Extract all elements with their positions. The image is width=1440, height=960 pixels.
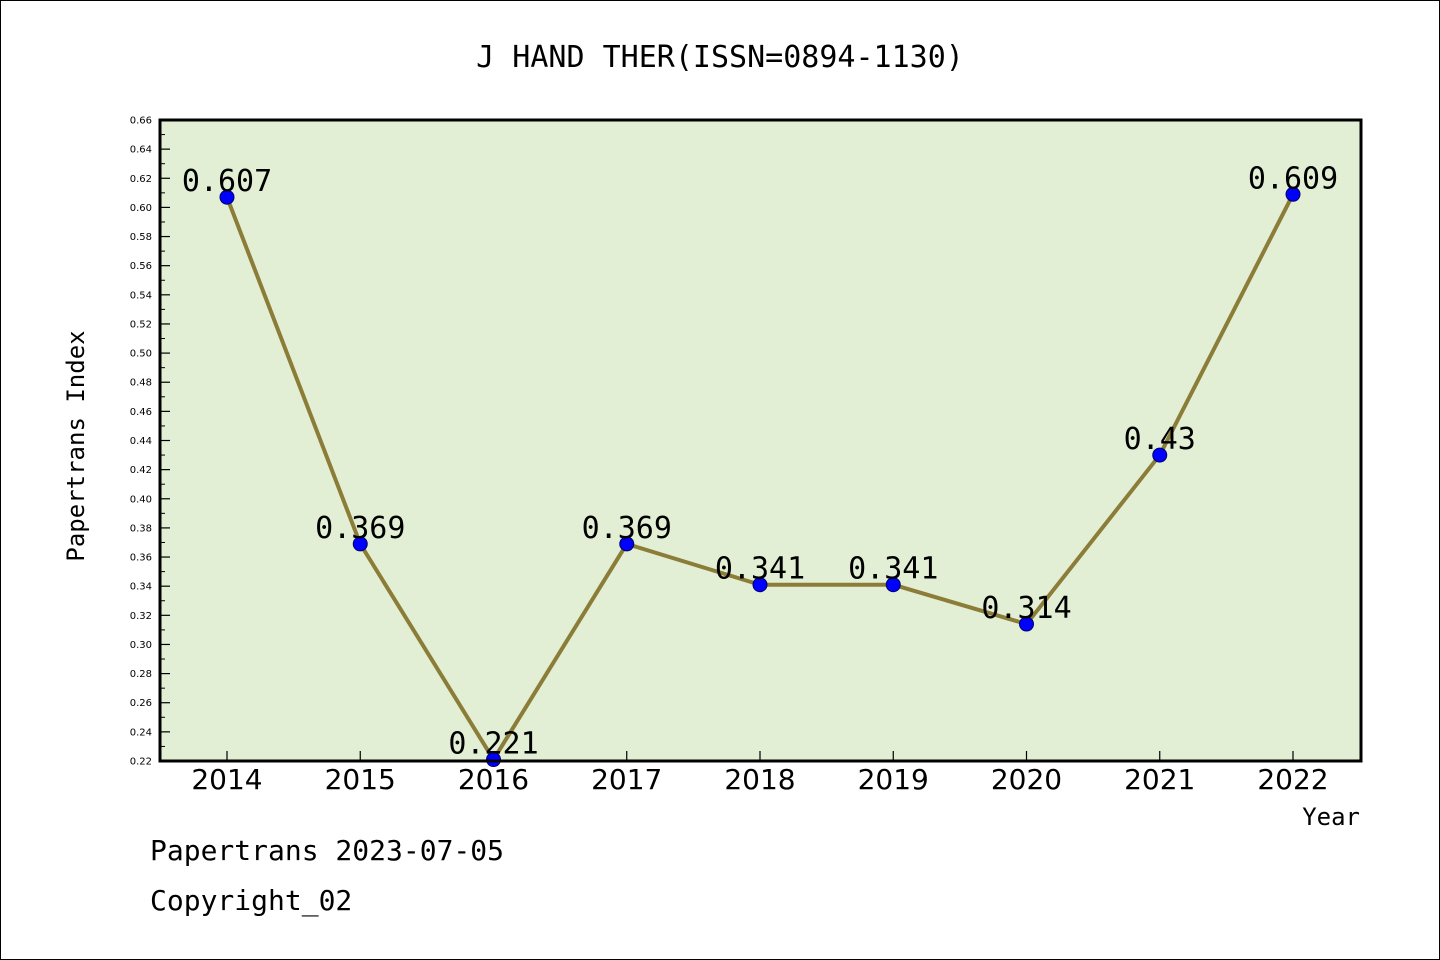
y-tick-label: 0.38: [130, 523, 152, 534]
y-tick-label: 0.30: [130, 640, 152, 651]
plot-area: [160, 120, 1361, 761]
data-label: 0.369: [582, 511, 672, 546]
y-tick-label: 0.26: [130, 698, 152, 709]
y-tick-label: 0.62: [130, 174, 152, 185]
y-tick-label: 0.50: [130, 349, 152, 360]
x-tick-label: 2014: [191, 763, 262, 796]
y-tick-label: 0.32: [130, 611, 152, 622]
source-date-text: Papertrans 2023-07-05: [150, 834, 505, 867]
data-point: [1285, 186, 1301, 202]
y-tick-label: 0.58: [130, 232, 152, 243]
y-tick-label: 0.28: [130, 669, 152, 680]
y-tick-label: 0.36: [130, 553, 152, 564]
x-tick-label: 2016: [458, 763, 529, 796]
x-tick-label: 2019: [858, 763, 929, 796]
x-tick-label: 2018: [724, 763, 795, 796]
y-tick-label: 0.34: [130, 582, 152, 593]
y-tick-label: 0.52: [130, 319, 152, 330]
chart-title: J HAND THER(ISSN=0894-1130): [476, 40, 964, 75]
data-label: 0.607: [182, 164, 272, 199]
data-point: [619, 536, 635, 552]
x-tick-label: 2015: [325, 763, 396, 796]
x-tick-label: 2021: [1124, 763, 1195, 796]
data-point: [885, 577, 901, 593]
data-point: [1152, 447, 1168, 463]
data-label: 0.369: [315, 511, 405, 546]
data-point: [1019, 616, 1034, 632]
data-label: 0.341: [848, 552, 938, 587]
x-axis-ticks: 2014 2015 2016 2017 2018 2019 2020 2021 2022: [191, 751, 1329, 796]
y-tick-label: 0.66: [130, 116, 152, 127]
y-tick-label: 0.64: [130, 145, 152, 156]
y-axis-label: Papertrans Index: [62, 330, 90, 561]
data-label: 0.609: [1248, 161, 1338, 196]
y-tick-label: 0.54: [130, 290, 152, 301]
data-label: 0.341: [715, 552, 805, 587]
data-label: 0.43: [1124, 422, 1196, 457]
data-label: 0.221: [448, 727, 538, 762]
data-label: 0.314: [981, 591, 1071, 626]
y-tick-label: 0.46: [130, 407, 152, 418]
y-tick-label: 0.48: [130, 378, 152, 389]
data-point: [219, 189, 235, 205]
data-series: 0.607 0.369 0.221 0.369 0.341 0.341 0.314 0.43 0…: [182, 161, 1338, 768]
x-axis-label: Year: [1302, 803, 1360, 831]
y-tick-label: 0.60: [130, 203, 152, 214]
x-tick-label: 2020: [991, 763, 1062, 796]
y-tick-label: 0.42: [130, 465, 152, 476]
y-tick-label: 0.24: [130, 727, 152, 738]
x-tick-label: 2017: [591, 763, 662, 796]
copyright-text: Copyright_02: [150, 884, 353, 917]
x-tick-label: 2022: [1257, 763, 1328, 796]
y-tick-label: 0.44: [130, 436, 152, 447]
y-tick-label: 0.56: [130, 261, 152, 272]
plot-frame: [158, 118, 1363, 763]
y-tick-label: 0.40: [130, 494, 152, 505]
data-point: [352, 536, 368, 552]
data-point: [752, 577, 768, 593]
y-tick-label: 0.22: [130, 757, 152, 768]
